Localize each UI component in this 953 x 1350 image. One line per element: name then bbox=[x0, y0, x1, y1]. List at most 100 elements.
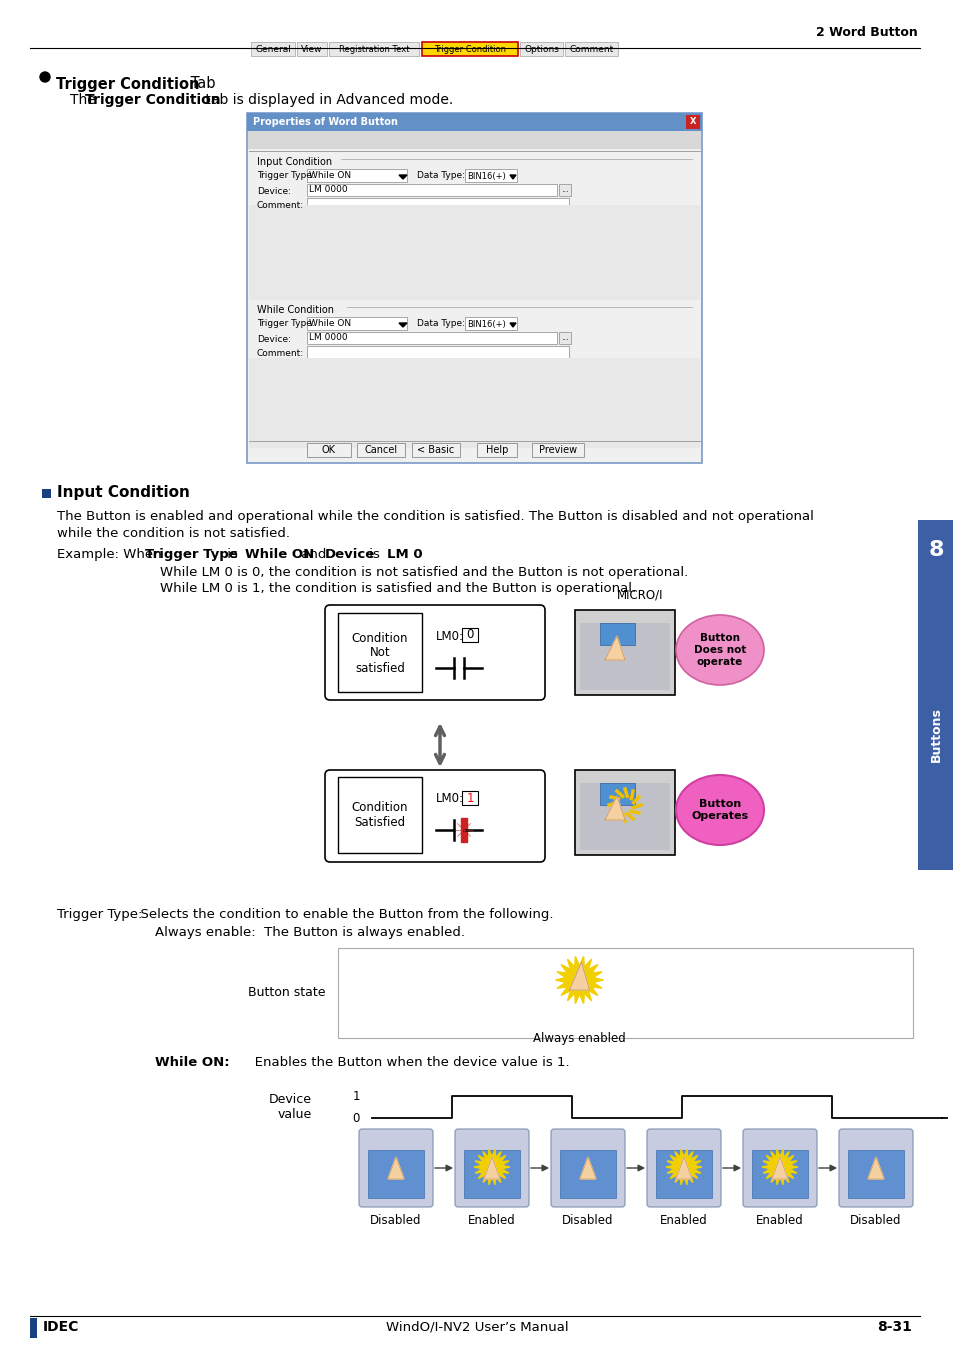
FancyBboxPatch shape bbox=[847, 1150, 903, 1197]
Text: BIN16(+): BIN16(+) bbox=[467, 171, 505, 181]
Text: While ON: While ON bbox=[309, 171, 351, 181]
Polygon shape bbox=[676, 1157, 691, 1179]
Polygon shape bbox=[510, 176, 516, 180]
FancyBboxPatch shape bbox=[307, 198, 568, 211]
FancyBboxPatch shape bbox=[251, 42, 294, 55]
Text: Enabled: Enabled bbox=[756, 1214, 803, 1227]
FancyBboxPatch shape bbox=[307, 332, 557, 344]
Text: Button
Operates: Button Operates bbox=[691, 799, 748, 821]
FancyBboxPatch shape bbox=[838, 1129, 912, 1207]
Text: Properties of Word Button: Properties of Word Button bbox=[253, 117, 397, 127]
Text: Input Condition: Input Condition bbox=[57, 486, 190, 501]
FancyBboxPatch shape bbox=[464, 169, 517, 182]
Ellipse shape bbox=[676, 775, 763, 845]
FancyBboxPatch shape bbox=[325, 769, 544, 863]
Text: ...: ... bbox=[560, 185, 568, 194]
Text: OK: OK bbox=[322, 446, 335, 455]
Polygon shape bbox=[398, 176, 407, 180]
FancyBboxPatch shape bbox=[307, 317, 407, 329]
Polygon shape bbox=[665, 1149, 701, 1185]
Text: General: General bbox=[254, 45, 291, 54]
Text: Trigger Type:: Trigger Type: bbox=[256, 171, 314, 181]
FancyBboxPatch shape bbox=[559, 1150, 616, 1197]
FancyBboxPatch shape bbox=[337, 613, 421, 693]
FancyBboxPatch shape bbox=[368, 1150, 423, 1197]
Text: Options: Options bbox=[523, 45, 558, 54]
Text: Trigger Type:: Trigger Type: bbox=[256, 320, 314, 328]
Text: While ON: While ON bbox=[245, 548, 314, 562]
Text: Disabled: Disabled bbox=[370, 1214, 421, 1227]
Text: Comment:: Comment: bbox=[256, 201, 304, 209]
Text: Always enable:  The Button is always enabled.: Always enable: The Button is always enab… bbox=[154, 926, 464, 940]
FancyBboxPatch shape bbox=[579, 622, 669, 690]
Text: While Condition: While Condition bbox=[256, 305, 334, 315]
Text: While ON: While ON bbox=[309, 320, 351, 328]
Text: while the condition is not satisfied.: while the condition is not satisfied. bbox=[57, 526, 290, 540]
Text: Enabled: Enabled bbox=[659, 1214, 707, 1227]
Text: LM 0000: LM 0000 bbox=[309, 333, 347, 343]
FancyBboxPatch shape bbox=[460, 818, 467, 842]
FancyBboxPatch shape bbox=[325, 605, 544, 701]
FancyBboxPatch shape bbox=[751, 1150, 807, 1197]
Text: Device
value: Device value bbox=[269, 1094, 312, 1120]
FancyBboxPatch shape bbox=[296, 42, 327, 55]
Text: While ON:: While ON: bbox=[154, 1056, 230, 1069]
Text: Trigger Condition: Trigger Condition bbox=[85, 93, 220, 107]
Text: Disabled: Disabled bbox=[561, 1214, 613, 1227]
Text: ...: ... bbox=[560, 333, 568, 343]
Text: WindO/I-NV2 User’s Manual: WindO/I-NV2 User’s Manual bbox=[385, 1320, 568, 1334]
Text: LM 0: LM 0 bbox=[387, 548, 422, 562]
Text: While LM 0 is 0, the condition is not satisfied and the Button is not operationa: While LM 0 is 0, the condition is not sa… bbox=[160, 566, 687, 579]
Text: The Button is enabled and operational while the condition is satisfied. The Butt: The Button is enabled and operational wh… bbox=[57, 510, 813, 522]
Text: and: and bbox=[296, 548, 331, 562]
Text: LM 0000: LM 0000 bbox=[309, 185, 347, 194]
FancyBboxPatch shape bbox=[358, 1129, 433, 1207]
FancyBboxPatch shape bbox=[558, 184, 571, 196]
FancyBboxPatch shape bbox=[532, 443, 583, 458]
Polygon shape bbox=[510, 323, 516, 327]
FancyBboxPatch shape bbox=[646, 1129, 720, 1207]
Text: LM0:: LM0: bbox=[436, 792, 463, 806]
Polygon shape bbox=[771, 1157, 787, 1179]
Text: Input Condition: Input Condition bbox=[256, 157, 332, 167]
FancyBboxPatch shape bbox=[551, 1129, 624, 1207]
Text: is: is bbox=[223, 548, 242, 562]
FancyBboxPatch shape bbox=[307, 443, 351, 458]
Text: 1: 1 bbox=[352, 1089, 359, 1103]
Text: 2 Word Button: 2 Word Button bbox=[816, 26, 917, 39]
Text: While LM 0 is 1, the condition is satisfied and the Button is operational.: While LM 0 is 1, the condition is satisf… bbox=[160, 582, 636, 595]
Text: Trigger Type:: Trigger Type: bbox=[57, 909, 142, 921]
Text: Comment:: Comment: bbox=[256, 348, 304, 358]
FancyBboxPatch shape bbox=[742, 1129, 816, 1207]
FancyBboxPatch shape bbox=[917, 520, 953, 869]
Text: Selects the condition to enable the Button from the following.: Selects the condition to enable the Butt… bbox=[132, 909, 553, 921]
Text: Condition
Not
satisfied: Condition Not satisfied bbox=[352, 632, 408, 675]
Text: Example: When: Example: When bbox=[57, 548, 166, 562]
Text: 1: 1 bbox=[466, 791, 474, 805]
Polygon shape bbox=[398, 323, 407, 327]
Text: Trigger Condition: Trigger Condition bbox=[434, 45, 505, 54]
Text: BIN16(+): BIN16(+) bbox=[467, 320, 505, 328]
Text: Button
Does not
operate: Button Does not operate bbox=[693, 633, 745, 667]
FancyBboxPatch shape bbox=[247, 113, 701, 463]
FancyBboxPatch shape bbox=[519, 42, 562, 55]
FancyBboxPatch shape bbox=[30, 1318, 37, 1338]
Text: < Basic: < Basic bbox=[416, 446, 455, 455]
Text: IDEC: IDEC bbox=[43, 1320, 79, 1334]
Text: Enabled: Enabled bbox=[468, 1214, 516, 1227]
FancyBboxPatch shape bbox=[421, 42, 517, 55]
Text: Preview: Preview bbox=[538, 446, 577, 455]
FancyBboxPatch shape bbox=[337, 778, 421, 853]
Text: Buttons: Buttons bbox=[928, 707, 942, 763]
Text: Comment: Comment bbox=[569, 45, 613, 54]
FancyBboxPatch shape bbox=[461, 628, 477, 643]
Text: 8-31: 8-31 bbox=[876, 1320, 911, 1334]
FancyBboxPatch shape bbox=[307, 346, 568, 358]
FancyBboxPatch shape bbox=[337, 948, 912, 1038]
Text: Trigger Condition: Trigger Condition bbox=[56, 77, 199, 92]
Text: 0: 0 bbox=[353, 1111, 359, 1125]
Text: Device:: Device: bbox=[256, 335, 291, 343]
Text: Help: Help bbox=[485, 446, 508, 455]
Text: X: X bbox=[689, 117, 696, 127]
Text: Enables the Button when the device value is 1.: Enables the Button when the device value… bbox=[225, 1056, 569, 1069]
